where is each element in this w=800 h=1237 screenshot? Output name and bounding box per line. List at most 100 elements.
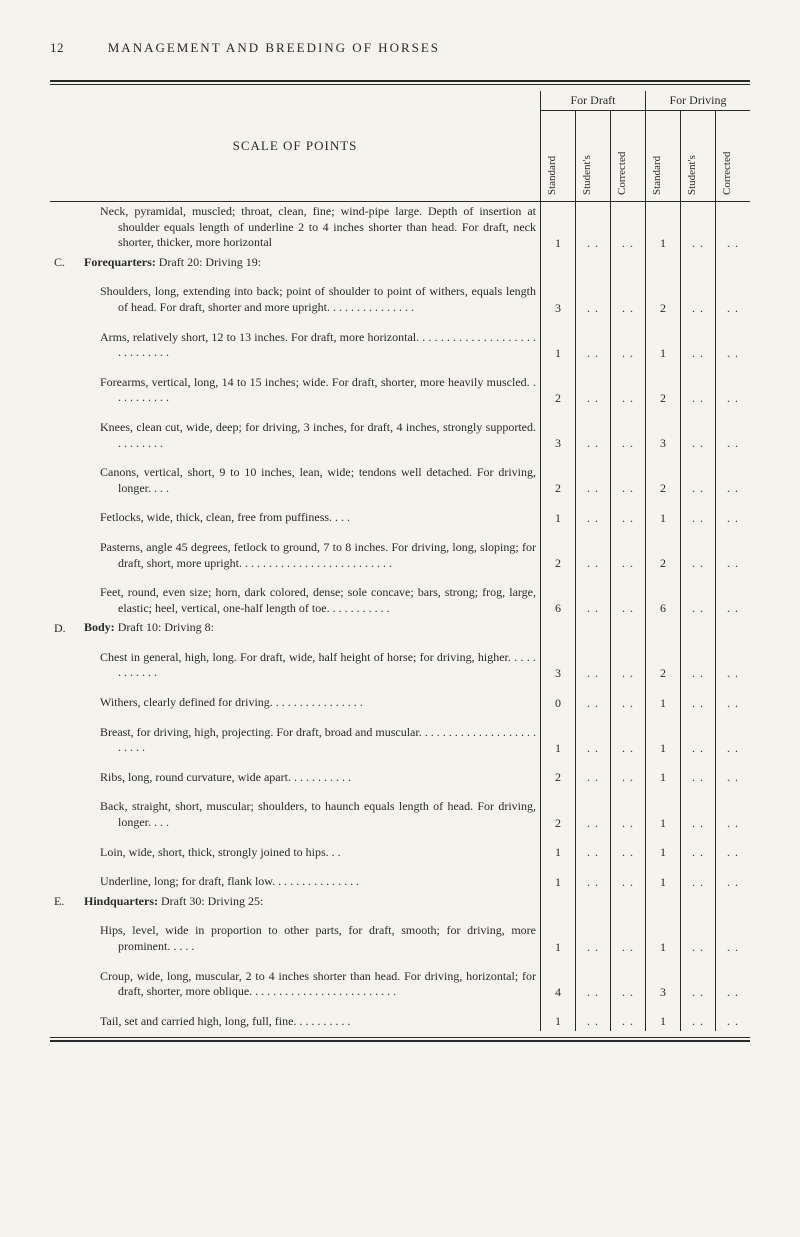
table-row: Arms, relatively short, 12 to 13 inches.… (50, 328, 750, 363)
value-cell: . . (681, 723, 716, 758)
row-description: Pasterns, angle 45 degrees, fetlock to g… (80, 538, 541, 573)
table-row: Forearms, vertical, long, 14 to 15 inche… (50, 373, 750, 408)
section-label (50, 373, 80, 408)
table-row: Croup, wide, long, muscular, 2 to 4 inch… (50, 967, 750, 1002)
value-cell: . . (681, 872, 716, 892)
value-cell: 4 (541, 967, 576, 1002)
value-cell: . . (611, 693, 646, 713)
value-cell: 1 (646, 872, 681, 892)
row-description: Canons, vertical, short, 9 to 10 inches,… (80, 463, 541, 498)
value-cell: . . (681, 693, 716, 713)
value-cell: 6 (646, 583, 681, 618)
value-cell: . . (576, 872, 611, 892)
value-cell: . . (576, 967, 611, 1002)
value-cell (681, 892, 716, 912)
value-cell: 1 (646, 508, 681, 528)
spacer-row (50, 498, 750, 508)
value-cell: 1 (646, 723, 681, 758)
value-cell (611, 892, 646, 912)
value-cell: 1 (541, 508, 576, 528)
section-label (50, 508, 80, 528)
value-cell (611, 618, 646, 638)
value-cell: . . (681, 648, 716, 683)
section-label (50, 921, 80, 956)
section-label (50, 723, 80, 758)
spacer-row (50, 713, 750, 723)
value-cell: . . (716, 797, 751, 832)
value-cell: 2 (646, 463, 681, 498)
section-label: D. (50, 618, 80, 638)
spacer-row (50, 758, 750, 768)
value-cell: 2 (541, 463, 576, 498)
value-cell: . . (716, 328, 751, 363)
value-cell (681, 618, 716, 638)
spacer-row (50, 272, 750, 282)
table-row: Knees, clean cut, wide, deep; for drivin… (50, 418, 750, 453)
value-cell: 3 (646, 418, 681, 453)
value-cell: . . (611, 872, 646, 892)
row-description: Feet, round, even size; horn, dark color… (80, 583, 541, 618)
row-description: Forearms, vertical, long, 14 to 15 inche… (80, 373, 541, 408)
value-cell: . . (716, 648, 751, 683)
value-cell: . . (611, 508, 646, 528)
page-header: 12 MANAGEMENT AND BREEDING OF HORSES (50, 40, 750, 56)
row-description: Shoulders, long, extending into back; po… (80, 282, 541, 317)
section-label (50, 583, 80, 618)
row-description: Body: Draft 10: Driving 8: (80, 618, 541, 638)
row-description: Tail, set and carried high, long, full, … (80, 1012, 541, 1032)
spacer-row (50, 528, 750, 538)
bottom-rule (50, 1037, 750, 1042)
value-cell: . . (576, 648, 611, 683)
value-cell: . . (611, 538, 646, 573)
section-label (50, 843, 80, 863)
value-cell (541, 618, 576, 638)
value-cell: . . (611, 843, 646, 863)
row-description: Hips, level, wide in proportion to other… (80, 921, 541, 956)
value-cell: . . (681, 1012, 716, 1032)
value-cell: . . (716, 202, 751, 253)
value-cell: 2 (646, 538, 681, 573)
value-cell: 2 (646, 282, 681, 317)
value-cell (716, 892, 751, 912)
value-cell: . . (611, 921, 646, 956)
spacer-row (50, 318, 750, 328)
section-label (50, 967, 80, 1002)
value-cell: 3 (541, 282, 576, 317)
value-cell: . . (716, 1012, 751, 1032)
col-standard-2: Standard (646, 111, 681, 202)
spacer-row (50, 408, 750, 418)
value-cell: . . (576, 373, 611, 408)
section-label (50, 1012, 80, 1032)
group-header-row: SCALE OF POINTS For Draft For Driving (50, 91, 750, 111)
section-label: C. (50, 253, 80, 273)
section-label (50, 202, 80, 253)
value-cell: 1 (646, 843, 681, 863)
spacer-row (50, 683, 750, 693)
table-row: Breast, for driving, high, projecting. F… (50, 723, 750, 758)
value-cell: 3 (646, 967, 681, 1002)
spacer-row (50, 363, 750, 373)
value-cell: . . (611, 797, 646, 832)
table-head: SCALE OF POINTS For Draft For Driving St… (50, 91, 750, 202)
section-label (50, 693, 80, 713)
value-cell: . . (681, 463, 716, 498)
value-cell: . . (716, 463, 751, 498)
value-cell: 1 (646, 797, 681, 832)
row-description: Neck, pyramidal, muscled; throat, clean,… (80, 202, 541, 253)
value-cell: 2 (541, 768, 576, 788)
table-row: Underline, long; for draft, flank low. .… (50, 872, 750, 892)
value-cell: . . (611, 648, 646, 683)
table-row: Pasterns, angle 45 degrees, fetlock to g… (50, 538, 750, 573)
col-corrected-2: Corrected (716, 111, 751, 202)
spacer-row (50, 453, 750, 463)
value-cell: . . (576, 463, 611, 498)
table-row: Ribs, long, round curvature, wide apart.… (50, 768, 750, 788)
row-description: Underline, long; for draft, flank low. .… (80, 872, 541, 892)
row-description: Knees, clean cut, wide, deep; for drivin… (80, 418, 541, 453)
value-cell: 2 (541, 797, 576, 832)
value-cell: . . (611, 328, 646, 363)
value-cell: . . (681, 538, 716, 573)
section-label (50, 463, 80, 498)
group-header-driving: For Driving (646, 91, 751, 111)
top-rule (50, 80, 750, 85)
